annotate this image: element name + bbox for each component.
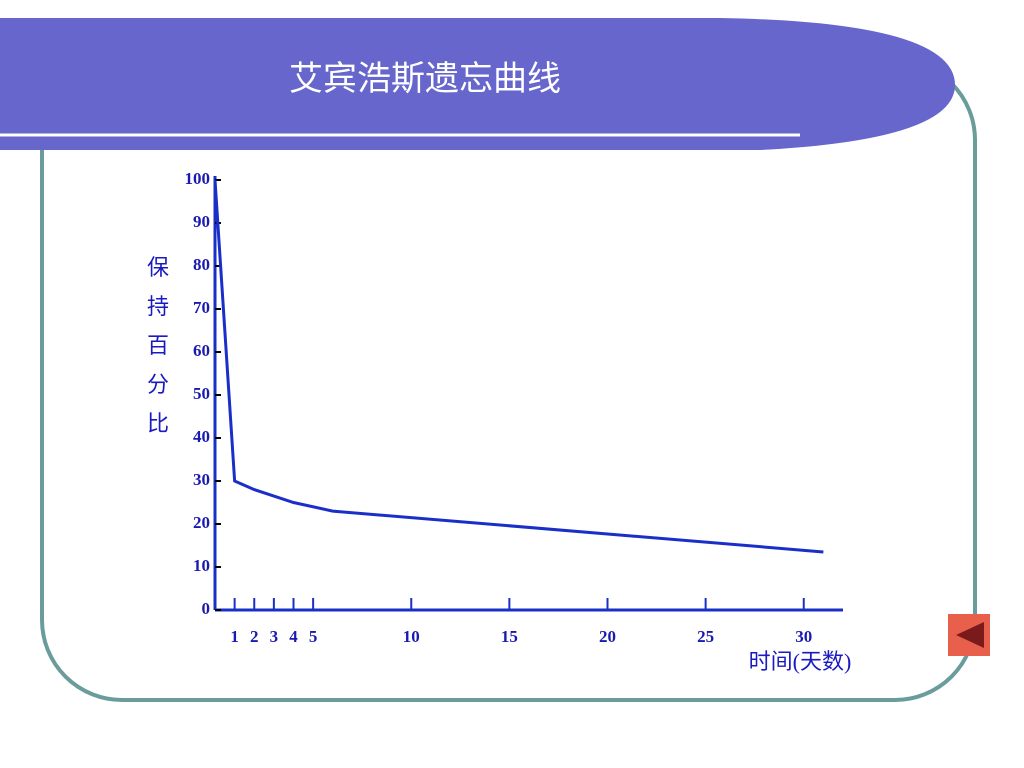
y-tick-label: 30 (193, 470, 210, 489)
y-tick-label: 90 (193, 212, 210, 231)
back-arrow (956, 622, 984, 648)
y-tick-label: 50 (193, 384, 210, 403)
x-tick-label: 3 (270, 627, 279, 646)
x-tick-label: 30 (795, 627, 812, 646)
y-tick-label: 20 (193, 513, 210, 532)
x-tick-label: 1 (230, 627, 239, 646)
x-tick-label: 5 (309, 627, 318, 646)
y-tick-label: 10 (193, 556, 210, 575)
y-tick-label: 100 (185, 169, 211, 188)
x-tick-label: 20 (599, 627, 616, 646)
y-tick-label: 40 (193, 427, 210, 446)
y-tick-label: 60 (193, 341, 210, 360)
chart-title: 艾宾浩斯遗忘曲线 (289, 60, 561, 98)
y-tick-label: 0 (202, 599, 211, 618)
x-tick-label: 25 (697, 627, 714, 646)
x-tick-label: 15 (501, 627, 518, 646)
title-banner (0, 18, 955, 150)
y-tick-label: 70 (193, 298, 210, 317)
x-tick-label: 2 (250, 627, 259, 646)
data-line (213, 179, 824, 554)
x-tick-label: 4 (289, 627, 298, 646)
x-axis-label: 时间(天数) (749, 649, 852, 674)
y-axis-label: 保持百分比 (147, 255, 169, 436)
x-tick-label: 10 (403, 627, 420, 646)
y-tick-label: 80 (193, 255, 210, 274)
